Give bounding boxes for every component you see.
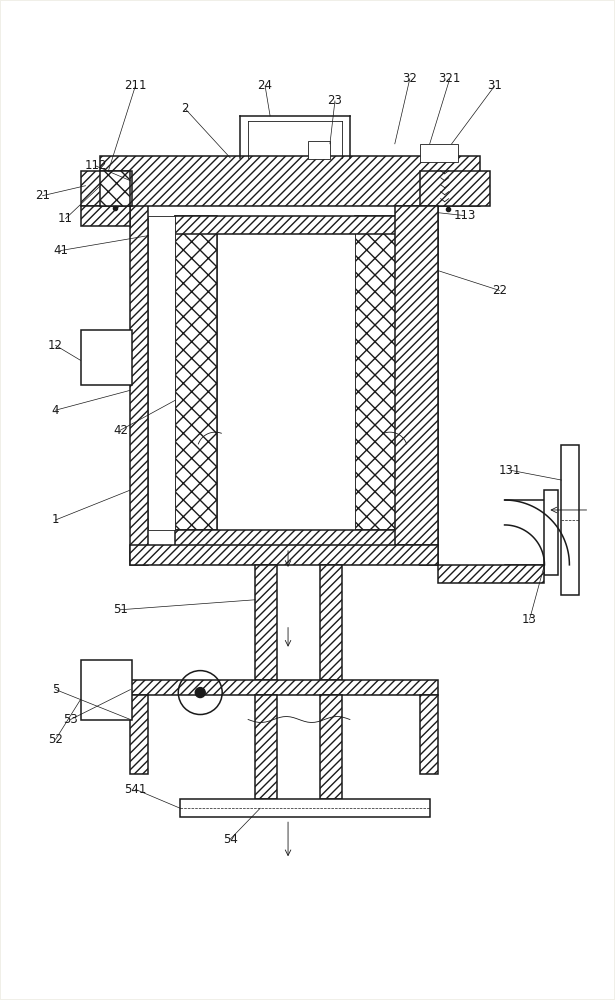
Bar [175, 216, 397, 234]
Bar [180, 799, 430, 817]
Text: 51: 51 [113, 603, 128, 616]
Bar [81, 206, 130, 226]
Bar [438, 565, 544, 583]
Bar [355, 216, 397, 530]
Bar [81, 171, 132, 206]
Text: 112: 112 [84, 159, 107, 172]
Text: 31: 31 [487, 79, 502, 92]
Bar [561, 445, 579, 595]
Bar [81, 330, 132, 385]
Bar [148, 216, 175, 530]
Bar [395, 206, 438, 545]
Text: 5: 5 [52, 683, 59, 696]
Bar [420, 171, 490, 206]
Text: 1: 1 [52, 513, 59, 526]
Text: 541: 541 [124, 783, 146, 796]
Text: 131: 131 [498, 464, 521, 477]
Text: 113: 113 [453, 209, 476, 222]
Text: 13: 13 [522, 613, 537, 626]
Bar [420, 695, 438, 774]
Text: 42: 42 [113, 424, 128, 437]
Bar [308, 141, 330, 159]
Text: 21: 21 [35, 189, 50, 202]
Bar [130, 201, 148, 565]
Text: 53: 53 [63, 713, 78, 726]
Text: 22: 22 [492, 284, 507, 297]
Bar [81, 660, 132, 720]
Text: 23: 23 [328, 94, 343, 107]
Bar [217, 216, 355, 530]
Bar [130, 695, 148, 774]
Bar [100, 156, 480, 206]
Bar [130, 680, 438, 695]
Bar [320, 565, 342, 680]
Bar [255, 695, 277, 799]
Bar [175, 530, 397, 548]
Bar [175, 216, 217, 530]
Bar [130, 545, 438, 565]
Text: 52: 52 [48, 733, 63, 746]
Text: 12: 12 [48, 339, 63, 352]
Bar [420, 201, 438, 565]
Bar [420, 144, 458, 162]
Text: 54: 54 [223, 833, 237, 846]
Bar [320, 695, 342, 799]
Bar [255, 565, 277, 680]
Text: 2: 2 [181, 102, 189, 115]
Text: 32: 32 [402, 72, 417, 85]
Bar [544, 490, 558, 575]
Text: 211: 211 [124, 79, 146, 92]
Text: 4: 4 [52, 404, 59, 417]
Text: 41: 41 [53, 244, 68, 257]
Circle shape [195, 688, 205, 698]
Text: 24: 24 [258, 79, 272, 92]
Text: 321: 321 [438, 72, 461, 85]
Text: 11: 11 [58, 212, 73, 225]
Bar [100, 171, 130, 206]
